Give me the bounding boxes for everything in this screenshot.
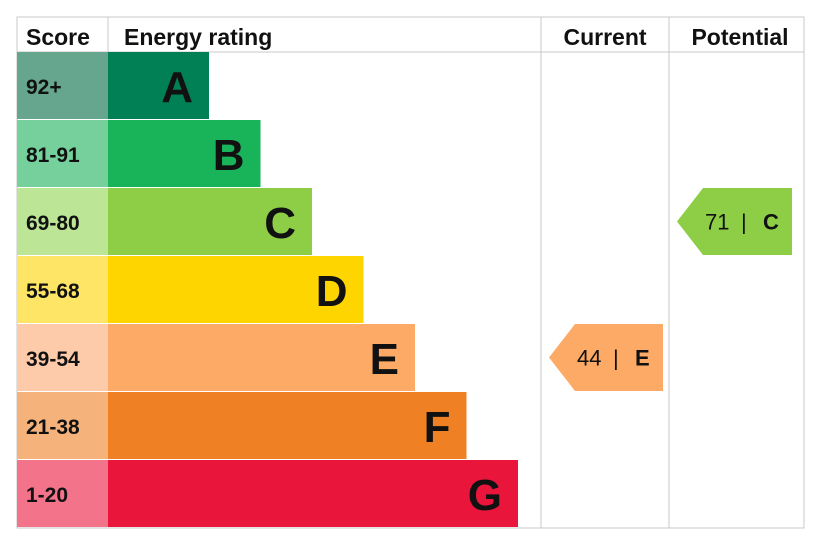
score-cell-e xyxy=(17,324,108,391)
score-cell-b xyxy=(17,120,108,187)
score-range-f: 21-38 xyxy=(26,416,80,439)
band-bar-d xyxy=(108,256,364,323)
current-rating-arrow xyxy=(549,324,663,391)
score-range-c: 69-80 xyxy=(26,212,80,235)
band-letter-g: G xyxy=(468,471,502,520)
header-score: Score xyxy=(26,24,90,50)
header-energy-rating: Energy rating xyxy=(124,24,272,50)
potential-rating-value: 71 xyxy=(705,210,729,235)
score-range-e: 39-54 xyxy=(26,348,80,371)
band-bar-g xyxy=(108,460,518,527)
band-letter-a: A xyxy=(161,63,193,112)
band-letter-d: D xyxy=(316,267,348,316)
score-cell-d xyxy=(17,256,108,323)
score-range-g: 1-20 xyxy=(26,484,68,507)
current-rating-separator: | xyxy=(613,346,619,371)
band-letter-e: E xyxy=(370,335,399,384)
score-range-b: 81-91 xyxy=(26,144,80,167)
band-bar-b xyxy=(108,120,261,187)
rating-markers: 44 | E 71 | C xyxy=(549,188,792,391)
current-rating-rating: E xyxy=(635,346,650,371)
band-letter-b: B xyxy=(213,131,245,180)
band-bar-a xyxy=(108,52,209,119)
band-letter-c: C xyxy=(264,199,296,248)
rating-bands: 92+ A 81-91 B 69-80 C 55-68 D 39-54 E 21-38 F 1-20 G xyxy=(17,52,518,527)
band-bar-e xyxy=(108,324,415,391)
score-cell-f xyxy=(17,392,108,459)
current-rating-value: 44 xyxy=(577,346,601,371)
score-cell-g xyxy=(17,460,108,527)
potential-rating-separator: | xyxy=(741,210,747,235)
potential-rating-rating: C xyxy=(763,210,779,235)
band-bar-f xyxy=(108,392,467,459)
header-current: Current xyxy=(563,24,646,50)
band-letter-f: F xyxy=(424,403,451,452)
potential-rating-arrow xyxy=(677,188,792,255)
score-range-d: 55-68 xyxy=(26,280,80,303)
band-bar-c xyxy=(108,188,312,255)
header-potential: Potential xyxy=(691,24,788,50)
score-range-a: 92+ xyxy=(26,76,62,99)
score-cell-c xyxy=(17,188,108,255)
score-cell-a xyxy=(17,52,108,119)
